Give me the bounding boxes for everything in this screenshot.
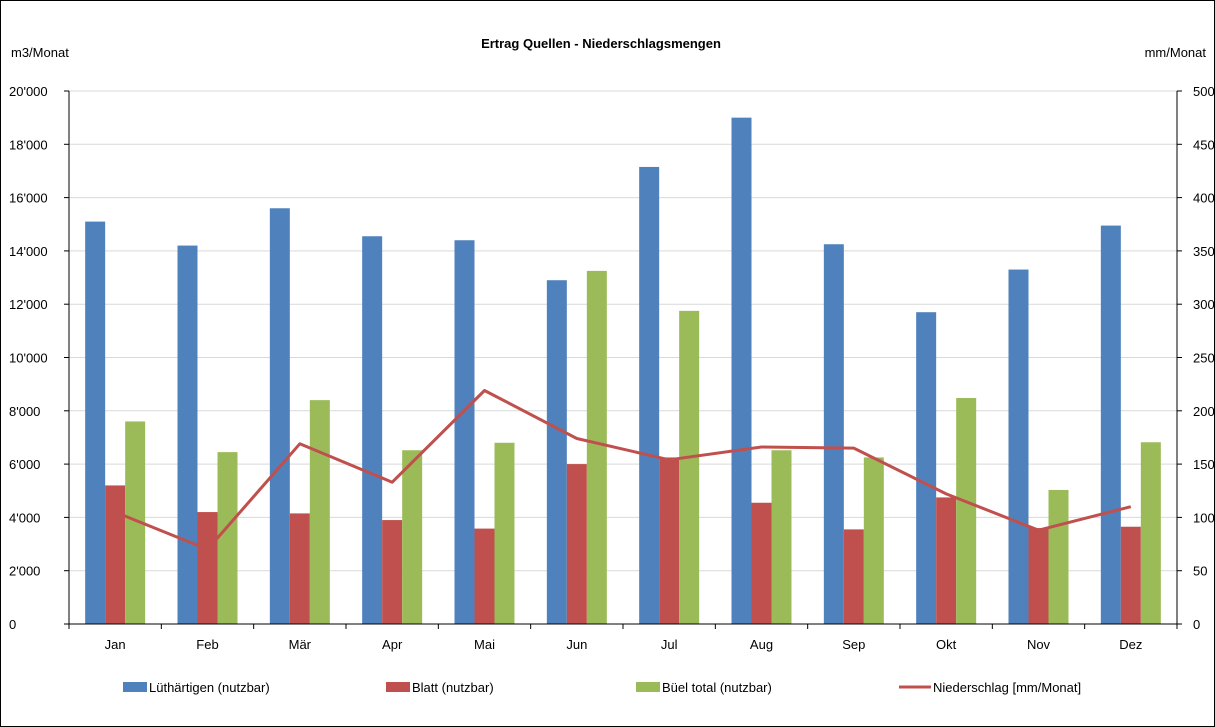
tick-label-left: 0 (9, 617, 16, 632)
bar-2 (843, 529, 864, 624)
bar-1 (85, 221, 106, 624)
tick-label-left: 20'000 (9, 84, 48, 99)
tick-label-right: 100 (1193, 510, 1214, 525)
tick-label-left: 2'000 (9, 564, 40, 579)
bar-1 (454, 240, 475, 625)
tick-label-right: 200 (1193, 404, 1214, 419)
tick-label-left: 14'000 (9, 244, 48, 259)
tick-label-right: 150 (1193, 457, 1214, 472)
x-axis-categories: Jan Feb Mär Apr Mai Jun Jul Aug Sep Okt Nov Dez (68, 624, 1178, 652)
bar-3 (309, 400, 330, 624)
category-label: Mai (474, 637, 495, 652)
tick-label-left: 6'000 (9, 457, 40, 472)
tick-label-right: 400 (1193, 191, 1214, 206)
bar-3 (1048, 489, 1069, 624)
category-label: Jun (566, 637, 587, 652)
bar-1 (177, 245, 198, 624)
bar-2 (936, 497, 957, 624)
legend-swatch (123, 682, 147, 692)
legend-label: Büel total (nutzbar) (662, 680, 772, 695)
bar-1 (731, 117, 752, 625)
bar-1 (269, 208, 290, 624)
bar-2 (566, 464, 587, 624)
y-axis-ticks-right: 0 50 100 150 200 250 300 350 400 450 500 (1177, 84, 1214, 632)
legend-label: Blatt (nutzbar) (412, 680, 494, 695)
bar-2 (659, 457, 680, 624)
category-label: Sep (842, 637, 865, 652)
bar-2 (289, 513, 310, 624)
bar-3 (125, 421, 146, 624)
y-axis-label-left: m3/Monat (11, 45, 69, 60)
tick-label-right: 0 (1193, 617, 1200, 632)
tick-label-left: 8'000 (9, 404, 40, 419)
bar-2 (751, 502, 772, 624)
y-axis-ticks-left: 0 2'000 4'000 6'000 8'000 10'000 12'000 14'000 1… (9, 84, 69, 632)
legend-label: Niederschlag [mm/Monat] (933, 680, 1081, 695)
category-label: Apr (382, 637, 403, 652)
bar-3 (863, 457, 884, 624)
bar-3 (956, 398, 977, 624)
bar-3 (494, 442, 515, 624)
bar-3 (771, 450, 792, 624)
category-label: Nov (1027, 637, 1051, 652)
category-label: Dez (1119, 637, 1142, 652)
bar-3 (402, 450, 423, 624)
bar-1 (916, 312, 937, 624)
legend-swatch (636, 682, 660, 692)
y-axis-label-right: mm/Monat (1145, 45, 1207, 60)
bar-1 (1100, 225, 1121, 624)
bar-3 (679, 310, 700, 624)
bar-series (85, 117, 1161, 625)
bar-3 (1140, 442, 1161, 624)
precipitation-line (114, 389, 1132, 551)
category-label: Mär (289, 637, 312, 652)
tick-label-left: 16'000 (9, 191, 48, 206)
bar-3 (586, 270, 607, 624)
legend: Lüthärtigen (nutzbar) Blatt (nutzbar) Büel… (123, 680, 1081, 695)
bar-2 (382, 520, 403, 624)
tick-label-right: 350 (1193, 244, 1214, 259)
legend-swatch (386, 682, 410, 692)
tick-label-right: 500 (1193, 84, 1214, 99)
bar-2 (1120, 526, 1141, 624)
category-label: Aug (750, 637, 773, 652)
tick-label-right: 50 (1193, 564, 1207, 579)
category-label: Jul (661, 637, 678, 652)
category-label: Jan (105, 637, 126, 652)
tick-label-left: 18'000 (9, 137, 48, 152)
bar-2 (197, 512, 218, 624)
category-label: Okt (936, 637, 957, 652)
bar-1 (639, 166, 660, 624)
tick-label-left: 10'000 (9, 351, 48, 366)
bar-1 (823, 244, 844, 625)
bar-1 (546, 280, 567, 624)
bar-1 (1008, 269, 1029, 624)
tick-label-right: 250 (1193, 351, 1214, 366)
line-series (114, 389, 1132, 551)
bar-3 (217, 452, 238, 624)
gridlines (69, 90, 1177, 572)
bar-2 (474, 528, 495, 624)
bar-2 (105, 485, 126, 624)
chart-title: Ertrag Quellen - Niederschlagsmengen (481, 36, 721, 51)
tick-label-left: 4'000 (9, 510, 40, 525)
bar-2 (1028, 528, 1049, 624)
tick-label-right: 450 (1193, 137, 1214, 152)
legend-label: Lüthärtigen (nutzbar) (149, 680, 270, 695)
bar-1 (362, 236, 383, 624)
tick-label-right: 300 (1193, 297, 1214, 312)
category-label: Feb (196, 637, 218, 652)
tick-label-left: 12'000 (9, 297, 48, 312)
